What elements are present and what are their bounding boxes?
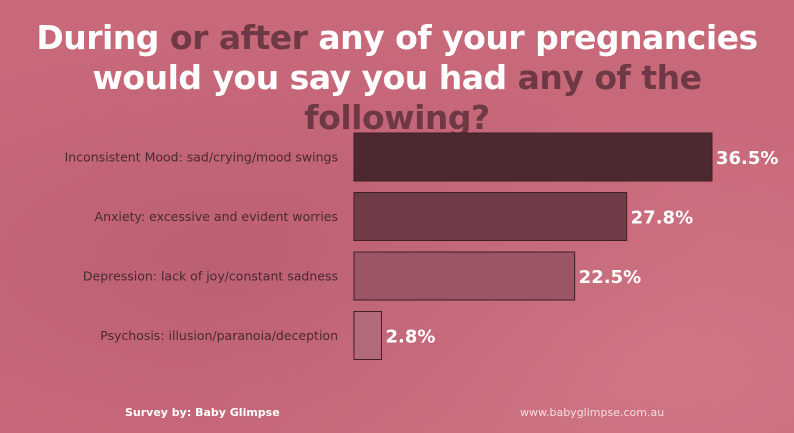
value-label-0: 36.5% <box>716 148 778 169</box>
title-line1-segment-2: any of your pregnancies <box>307 18 758 57</box>
category-label-2: Depression: lack of joy/constant sadness <box>83 269 338 284</box>
title-line2-segment-1: any of the following? <box>304 58 702 137</box>
category-label-3: Psychosis: illusion/paranoia/deception <box>100 328 338 343</box>
value-label-1: 27.8% <box>631 208 693 229</box>
title-line-2: would you say you had any of the followi… <box>0 58 794 138</box>
bar-1 <box>353 192 628 241</box>
category-label-1: Anxiety: excessive and evident worries <box>95 209 338 224</box>
website-link[interactable]: www.babyglimpse.com.au <box>520 406 665 419</box>
category-label-0: Inconsistent Mood: sad/crying/mood swing… <box>65 150 338 165</box>
value-label-3: 2.8% <box>385 327 435 348</box>
title-line1-segment-1: or after <box>169 18 308 57</box>
chart-title: During or after any of your pregnancies … <box>0 18 794 138</box>
bar-0 <box>353 132 713 182</box>
value-label-2: 22.5% <box>579 267 641 288</box>
title-line2-segment-0: would you say you had <box>92 58 518 97</box>
title-line1-segment-0: During <box>36 18 170 57</box>
title-line-1: During or after any of your pregnancies <box>0 18 794 58</box>
survey-credit: Survey by: Baby Glimpse <box>125 406 280 419</box>
bar-3 <box>353 311 382 360</box>
bar-2 <box>353 251 576 301</box>
